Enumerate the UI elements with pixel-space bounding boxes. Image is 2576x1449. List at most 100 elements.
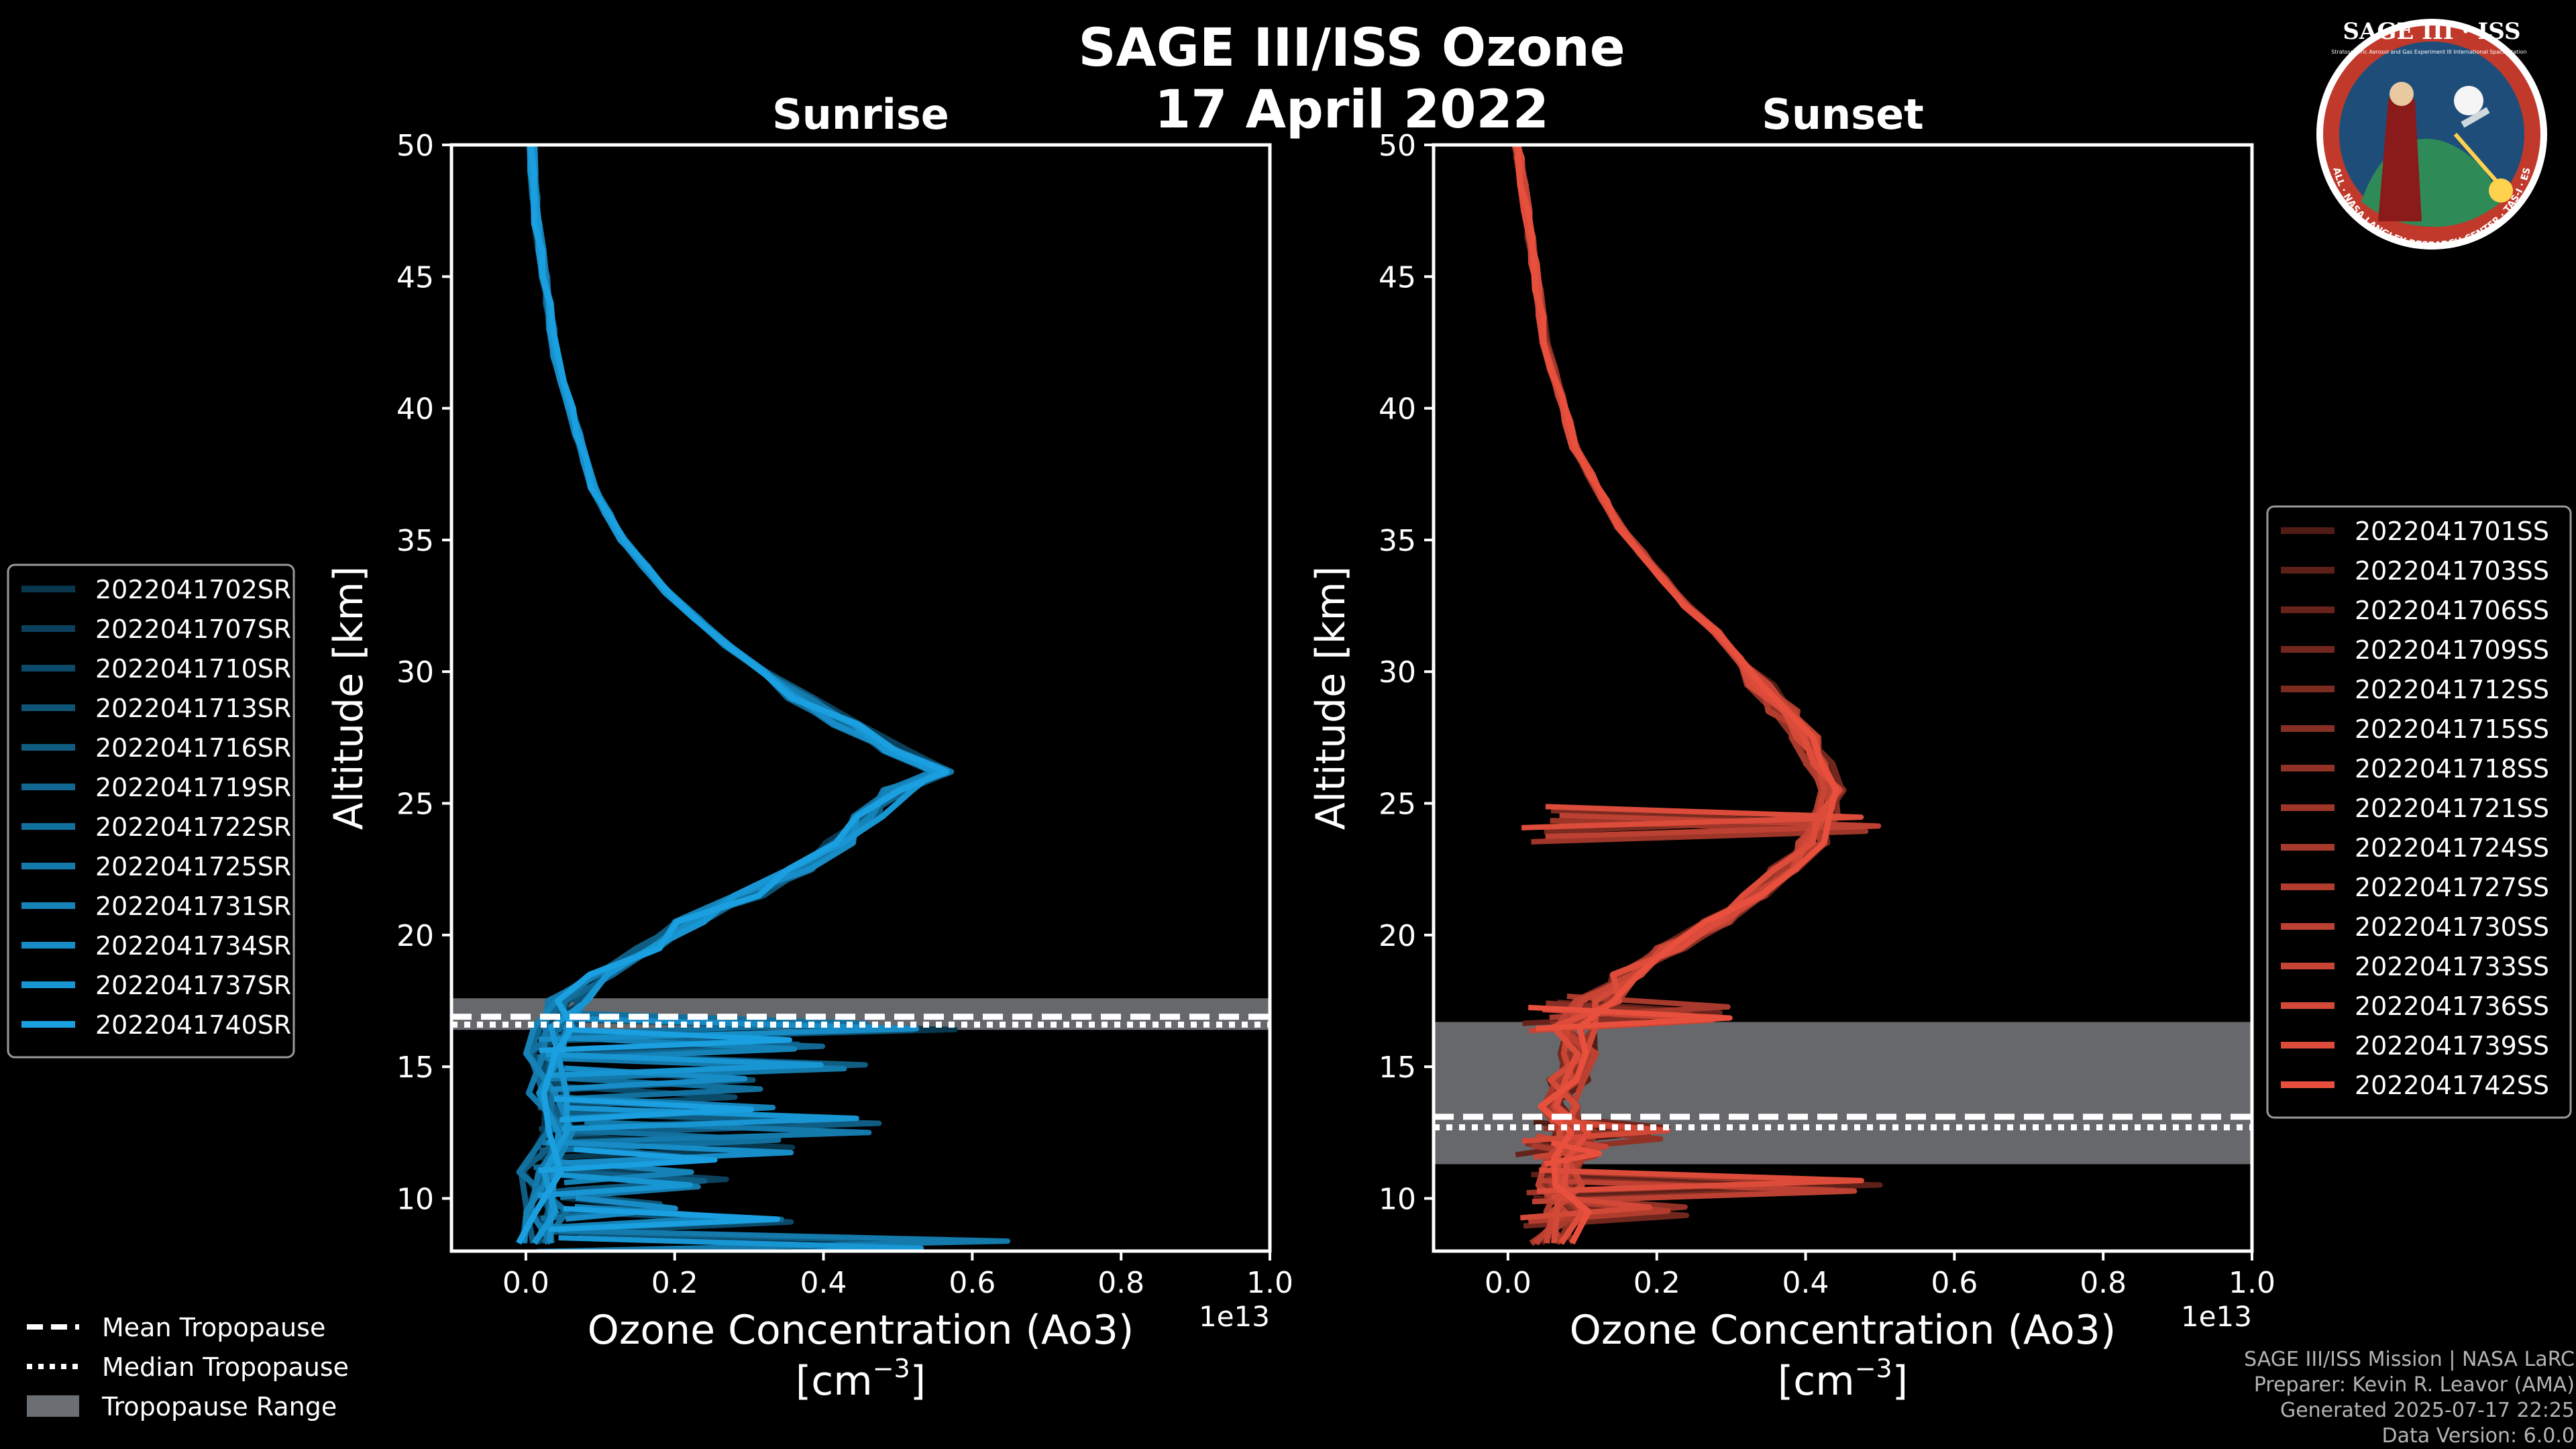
- sunrise-ytick-label: 15: [396, 1051, 434, 1085]
- footer-credits: SAGE III/ISS Mission | NASA LaRC Prepare…: [2244, 1347, 2575, 1449]
- sunrise-xtick-label: 0.6: [949, 1266, 996, 1300]
- sunrise-profile-spike: [537, 1228, 1011, 1251]
- sunset-ytick-label: 10: [1379, 1182, 1416, 1216]
- sunrise-legend-label: 2022041710SR: [95, 654, 291, 684]
- sunset-legend-label: 2022041703SS: [2355, 556, 2549, 586]
- sunset-legend-label: 2022041733SS: [2355, 952, 2549, 981]
- sunrise-ytick-label: 45: [396, 260, 434, 294]
- sunset-legend-label: 2022041701SS: [2355, 517, 2549, 546]
- sunrise-profile-spike: [565, 1195, 678, 1222]
- sunset-x-scale-label: 1e13: [2181, 1300, 2252, 1333]
- sunset-legend-label: 2022041706SS: [2355, 596, 2549, 625]
- logo-sub-left: Stratospheric Aerosol and Gas Experiment…: [2331, 49, 2451, 55]
- sunrise-profile-spike: [558, 1235, 924, 1251]
- sunrise-profile-spike: [553, 1167, 708, 1195]
- sunset-xunit: [cm−3]: [1778, 1354, 1908, 1405]
- tropopause-range-label: Tropopause Range: [101, 1392, 337, 1421]
- sunset-profile-spike: [1527, 1004, 1733, 1032]
- sunset-legend-label: 2022041727SS: [2355, 873, 2549, 902]
- sunrise-profile-spike: [549, 1205, 781, 1233]
- sunset-legend-label: 2022041709SS: [2355, 635, 2549, 665]
- sunset-panel-title: Sunset: [1762, 90, 1924, 139]
- sunrise-legend-label: 2022041722SR: [95, 812, 291, 842]
- sunrise-xunit: [cm−3]: [796, 1354, 926, 1405]
- sunrise-profiles: [516, 145, 1011, 1251]
- sunrise-xtick-label: 0.8: [1097, 1266, 1144, 1300]
- sunrise-panel: 0.0 0.2 0.4 0.6 0.8 1.0 10 15 20 25 30 35 40 45 50 1e13…: [325, 129, 1293, 1405]
- sunrise-ytick-label: 30: [396, 655, 434, 690]
- sunset-profile-spike: [1536, 1167, 1864, 1194]
- sunset-legend-label: 2022041742SS: [2355, 1071, 2549, 1100]
- sunset-profile-spike: [1545, 812, 1882, 840]
- footer-mission: SAGE III/ISS Mission | NASA LaRC: [2244, 1348, 2575, 1371]
- sunrise-legend: 2022041702SR 2022041707SR 2022041710SR 2022…: [7, 564, 295, 1059]
- sunrise-ylabel: Altitude [km]: [325, 566, 372, 830]
- sunset-legend-label: 2022041730SS: [2355, 912, 2549, 942]
- sunset-legend-label: 2022041736SS: [2355, 991, 2549, 1021]
- sunset-ytick-label: 30: [1379, 655, 1416, 690]
- sunrise-profile-spike: [542, 1055, 847, 1082]
- sunset-legend-label: 2022041724SS: [2355, 833, 2549, 863]
- sunset-xtick-label: 0.2: [1633, 1266, 1680, 1300]
- sunset-axes-frame: [1432, 143, 2254, 1253]
- sunrise-xtick-label: 0.0: [502, 1266, 549, 1300]
- tropopause-range-swatch: [27, 1395, 79, 1417]
- sunset-panel: 0.0 0.2 0.4 0.6 0.8 1.0 10 15 20 25 30 35 40 45 50 1e13…: [1307, 129, 2275, 1405]
- sunset-xlabel: Ozone Concentration (Ao3): [1570, 1307, 2116, 1354]
- sunset-legend-label: 2022041721SS: [2355, 794, 2549, 823]
- sunrise-ytick-label: 50: [396, 129, 434, 163]
- sunrise-profile-spike: [545, 1051, 824, 1079]
- sunrise-legend-label: 2022041702SR: [95, 575, 291, 604]
- sunset-legend-label: 2022041712SS: [2355, 675, 2549, 704]
- sunset-profile-2022041739SS: [1513, 145, 1843, 1245]
- sunrise-xtick-label: 1.0: [1246, 1266, 1293, 1300]
- sunrise-profile-spike: [550, 1075, 763, 1103]
- figure-date: 17 April 2022: [1155, 80, 1549, 140]
- sunrise-profile-2022041740SR: [516, 145, 950, 1245]
- sunset-ytick-label: 45: [1379, 260, 1416, 294]
- logo-sub-right: International Space Station: [2454, 49, 2527, 55]
- sunrise-legend-label: 2022041734SR: [95, 931, 291, 961]
- sunrise-legend-label: 2022041737SR: [95, 971, 291, 1000]
- sunset-xtick-label: 0.0: [1485, 1266, 1532, 1300]
- sunset-profile-spike: [1531, 1171, 1883, 1199]
- sunrise-profile-spike: [553, 1095, 755, 1123]
- sunrise-x-scale-label: 1e13: [1199, 1300, 1270, 1333]
- sunset-xtick-label: 0.4: [1782, 1266, 1829, 1300]
- sunrise-ytick-label: 20: [396, 919, 434, 953]
- sunrise-legend-label: 2022041719SR: [95, 773, 291, 802]
- sunset-ytick-label: 20: [1379, 919, 1416, 953]
- sunset-ytick-label: 35: [1379, 524, 1416, 558]
- sunset-profile-2022041742SS: [1515, 145, 1839, 1245]
- sunrise-axes-frame: [449, 143, 1272, 1253]
- sunrise-legend-label: 2022041707SR: [95, 614, 291, 644]
- sunrise-profile-spike: [538, 1146, 718, 1173]
- sunset-legend-label: 2022041715SS: [2355, 714, 2549, 744]
- sunset-xtick-label: 1.0: [2229, 1266, 2275, 1300]
- sunrise-legend-label: 2022041731SR: [95, 892, 291, 921]
- tropopause-legend: Mean Tropopause Median Tropopause Tropop…: [27, 1313, 349, 1421]
- sunset-ylabel: Altitude [km]: [1307, 566, 1354, 830]
- sunrise-legend-box: [7, 564, 295, 1059]
- sunset-profile-spike: [1532, 1177, 1858, 1205]
- sunset-xtick-label: 0.8: [2080, 1266, 2127, 1300]
- logo-top-text: SAGE III · ISS: [2343, 18, 2520, 45]
- sunset-legend-label: 2022041718SS: [2355, 754, 2549, 784]
- sunrise-profile-spike: [539, 1026, 792, 1053]
- sunrise-legend-label: 2022041716SR: [95, 733, 291, 763]
- sunset-ytick-label: 25: [1379, 788, 1416, 822]
- sunrise-panel-title: Sunrise: [772, 90, 949, 139]
- sunrise-xtick-label: 0.4: [800, 1266, 847, 1300]
- sunset-profile-spike: [1521, 804, 1864, 830]
- footer-preparer: Preparer: Kevin R. Leavor (AMA): [2253, 1373, 2575, 1397]
- sunrise-legend-label: 2022041740SR: [95, 1010, 291, 1040]
- sunset-ytick-label: 40: [1379, 392, 1416, 427]
- sunset-profiles: [1511, 145, 1883, 1246]
- sunset-profile-spike: [1519, 1193, 1653, 1221]
- median-tropopause-label: Median Tropopause: [102, 1352, 349, 1382]
- sunrise-profile-spike: [546, 1139, 794, 1166]
- sunrise-profile-spike: [537, 1171, 694, 1199]
- sunset-legend: 2022041701SS 2022041703SS 2022041706SS 2022…: [2266, 505, 2572, 1119]
- mean-tropopause-label: Mean Tropopause: [102, 1313, 325, 1342]
- sunrise-ytick-label: 35: [396, 524, 434, 558]
